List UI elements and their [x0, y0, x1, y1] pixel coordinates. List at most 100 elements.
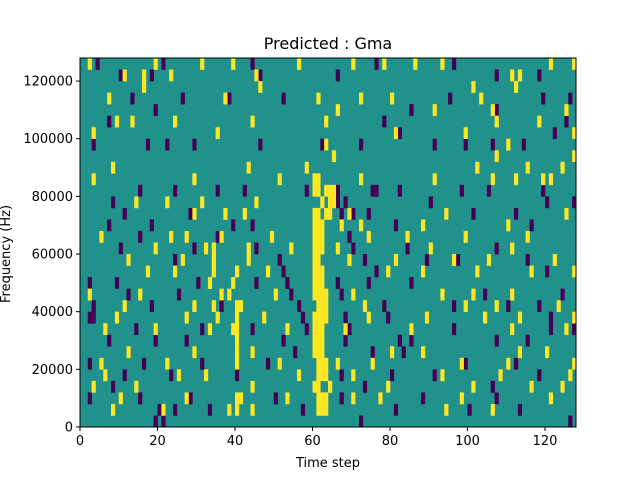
heatmap-cell-low — [572, 196, 577, 209]
heatmap-cell-high — [324, 369, 329, 382]
heatmap-cell-low — [250, 58, 255, 70]
heatmap-cell-high — [250, 115, 255, 128]
heatmap-cell-low — [107, 115, 112, 128]
heatmap-cell-high — [494, 115, 499, 128]
heatmap-cell-low — [393, 403, 399, 416]
heatmap-cell-low — [459, 184, 464, 197]
heatmap-cell-high — [312, 219, 317, 232]
heatmap-cell-high — [320, 242, 325, 255]
heatmap-cell-high — [324, 300, 329, 312]
heatmap-cell-low — [293, 346, 298, 359]
heatmap-cell-high — [312, 173, 317, 186]
heatmap-cell-low — [200, 323, 205, 336]
chart-title: Predicted : Gma — [264, 34, 392, 53]
heatmap-cell-high — [421, 346, 426, 359]
heatmap-cell-high — [320, 265, 325, 278]
heatmap-cell-high — [475, 161, 480, 174]
y-tick-label: 80000 — [32, 190, 73, 205]
heatmap-cell-low — [254, 242, 259, 255]
heatmap-cell-high — [126, 254, 131, 266]
heatmap-cell-high — [211, 265, 216, 278]
heatmap-cell-high — [312, 184, 317, 197]
heatmap-cell-low — [335, 69, 340, 82]
heatmap-cell-high — [192, 300, 197, 312]
heatmap-cell-low — [87, 311, 92, 324]
heatmap-cell-high — [510, 323, 515, 336]
heatmap-cell-low — [273, 392, 278, 405]
x-axis: 0 20 40 60 80 100 120 — [76, 427, 557, 449]
y-tick-label: 40000 — [32, 305, 73, 320]
heatmap-cell-low — [452, 58, 457, 70]
heatmap-cell-high — [316, 184, 321, 197]
heatmap-cell-low — [452, 323, 457, 336]
heatmap-cell-high — [223, 207, 228, 220]
heatmap-cell-high — [390, 346, 395, 359]
heatmap-cell-high — [200, 58, 205, 70]
heatmap-cell-high — [483, 311, 488, 324]
heatmap-cell-high — [269, 230, 275, 243]
heatmap-cell-low — [424, 254, 430, 266]
heatmap-cell-high — [324, 115, 329, 128]
heatmap-cell-high — [382, 58, 387, 70]
heatmap-cell-low — [231, 219, 236, 232]
heatmap-cell-low — [173, 254, 178, 266]
heatmap-cell-low — [169, 369, 174, 382]
heatmap-cell-high — [386, 380, 391, 393]
heatmap-cell-low — [145, 138, 151, 151]
heatmap-cell-low — [343, 196, 348, 209]
y-axis-label: Frequency (Hz) — [0, 205, 14, 303]
heatmap-cell-low — [114, 277, 120, 289]
heatmap-cell-high — [517, 69, 523, 82]
heatmap-cell-high — [238, 392, 244, 405]
heatmap-cell-high — [510, 288, 515, 301]
heatmap-cell-high — [328, 380, 333, 393]
heatmap-cell-high — [219, 230, 224, 243]
heatmap-cell-low — [351, 242, 356, 255]
heatmap-cell-high — [211, 242, 216, 255]
heatmap-cell-low — [390, 369, 395, 382]
heatmap-cell-high — [393, 127, 399, 140]
x-axis-label: Time step — [295, 456, 360, 471]
heatmap-cell-high — [494, 300, 499, 312]
heatmap-cell-high — [440, 58, 445, 70]
heatmap-cell-low — [126, 288, 131, 301]
heatmap-cell-high — [122, 69, 127, 82]
plot-frame — [79, 57, 577, 428]
heatmap-cell-low — [149, 300, 154, 312]
heatmap-cell-low — [463, 138, 468, 151]
heatmap-cell-high — [424, 311, 430, 324]
heatmap-cell-high — [176, 369, 182, 382]
heatmap-cell-high — [320, 230, 325, 243]
heatmap-cell-low — [149, 219, 154, 232]
heatmap-cell-high — [99, 230, 104, 243]
heatmap-cell-high — [320, 300, 325, 312]
heatmap-cell-high — [207, 277, 213, 289]
heatmap-cell-low — [486, 184, 492, 197]
heatmap-cell-high — [324, 184, 329, 197]
heatmap-cell-high — [452, 254, 457, 266]
heatmap-cell-low — [335, 196, 340, 209]
heatmap-cell-high — [320, 357, 325, 370]
heatmap-cell-high — [277, 357, 282, 370]
heatmap-cell-low — [242, 184, 247, 197]
heatmap-cell-high — [297, 369, 302, 382]
heatmap-cell-high — [440, 288, 445, 301]
heatmap-cell-high — [312, 265, 317, 278]
heatmap-cell-high — [126, 346, 131, 359]
heatmap-cell-low — [374, 184, 379, 197]
heatmap-cell-low — [463, 357, 468, 370]
heatmap-cell-high — [328, 184, 333, 197]
heatmap-cell-high — [316, 380, 321, 393]
heatmap-cell-high — [548, 58, 554, 70]
heatmap-cell-high — [479, 92, 484, 105]
heatmap-cell-high — [316, 311, 321, 324]
heatmap-cell-low — [277, 254, 282, 266]
heatmap-cell-low — [455, 254, 461, 266]
heatmap-cell-high — [316, 254, 321, 266]
heatmap-cell-high — [316, 207, 321, 220]
heatmap-cell-low — [227, 92, 232, 105]
heatmap-cell-low — [514, 207, 519, 220]
heatmap-cell-high — [525, 230, 530, 243]
heatmap-cell-low — [281, 92, 286, 105]
heatmap-cell-high — [475, 265, 480, 278]
